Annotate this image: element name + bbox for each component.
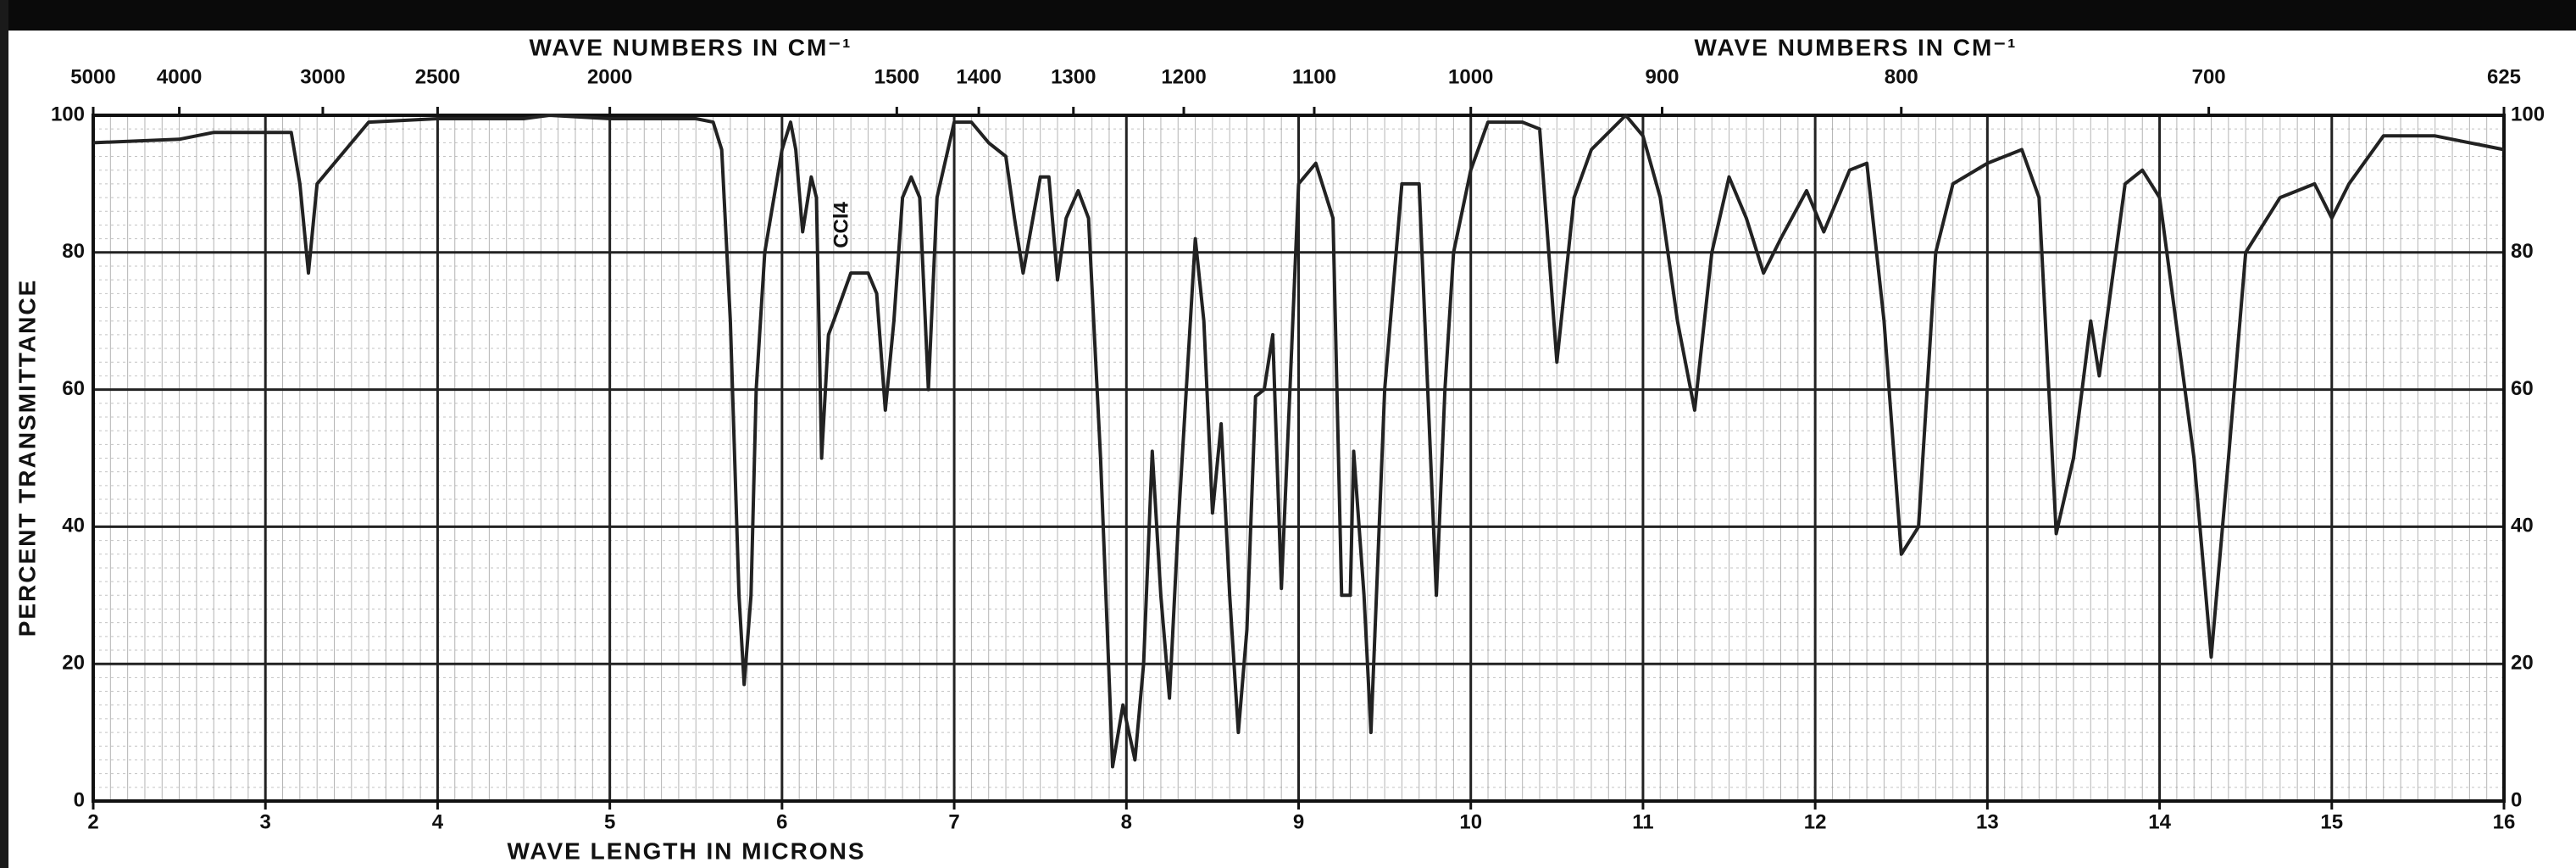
x2-tick-label: 1200 xyxy=(1161,65,1206,88)
x2-tick-label: 1300 xyxy=(1051,65,1096,88)
x-tick-label: 12 xyxy=(1804,810,1827,833)
y-tick-label: 60 xyxy=(62,377,85,400)
x-tick-label: 10 xyxy=(1459,810,1482,833)
x-tick-label: 3 xyxy=(260,810,271,833)
y-tick-label-right: 0 xyxy=(2511,788,2522,811)
x-tick-label: 7 xyxy=(948,810,959,833)
x2-tick-label: 2000 xyxy=(587,65,632,88)
x-tick-label: 16 xyxy=(2493,810,2516,833)
x-tick-label: 8 xyxy=(1121,810,1132,833)
top-band xyxy=(0,0,2576,31)
x2-tick-label: 1100 xyxy=(1292,65,1336,88)
x-tick-label: 2 xyxy=(87,810,98,833)
y-axis-title: PERCENT TRANSMITTANCE xyxy=(14,279,40,637)
x-axis-title: WAVE LENGTH IN MICRONS xyxy=(507,837,865,864)
x2-tick-label: 5000 xyxy=(70,65,115,88)
x2-axis-title: WAVE NUMBERS IN CM⁻¹ xyxy=(1695,34,2018,60)
x-tick-label: 13 xyxy=(1976,810,1999,833)
y-tick-label-right: 40 xyxy=(2511,515,2534,537)
y-tick-label: 80 xyxy=(62,240,85,263)
x-tick-label: 6 xyxy=(776,810,787,833)
y-tick-label-right: 100 xyxy=(2511,103,2545,125)
y-tick-label-right: 20 xyxy=(2511,652,2534,675)
x2-tick-label: 4000 xyxy=(157,65,202,88)
y-tick-label: 20 xyxy=(62,652,85,675)
x2-tick-label: 900 xyxy=(1645,65,1679,88)
x2-tick-label: 800 xyxy=(1885,65,1918,88)
x2-tick-label: 2500 xyxy=(415,65,460,88)
x2-tick-label: 625 xyxy=(2487,65,2521,88)
y-tick-label-right: 60 xyxy=(2511,377,2534,400)
y-tick-label: 0 xyxy=(74,788,85,811)
left-edge xyxy=(0,0,8,868)
y-tick-label-right: 80 xyxy=(2511,240,2534,263)
x-tick-label: 9 xyxy=(1293,810,1304,833)
y-tick-label: 40 xyxy=(62,515,85,537)
x2-tick-label: 1000 xyxy=(1448,65,1493,88)
x2-tick-label: 1400 xyxy=(956,65,1001,88)
x2-tick-label: 3000 xyxy=(300,65,345,88)
x-tick-label: 4 xyxy=(432,810,444,833)
x2-axis-title: WAVE NUMBERS IN CM⁻¹ xyxy=(530,34,852,60)
x2-tick-label: 700 xyxy=(2192,65,2226,88)
y-tick-label: 100 xyxy=(51,103,85,125)
x-tick-label: 14 xyxy=(2148,810,2171,833)
x-tick-label: 11 xyxy=(1632,810,1653,833)
annotation: CCl4 xyxy=(830,201,852,248)
spectrum-line xyxy=(92,114,2505,769)
x-tick-label: 5 xyxy=(604,810,615,833)
x-tick-label: 15 xyxy=(2320,810,2343,833)
x2-tick-label: 1500 xyxy=(874,65,919,88)
